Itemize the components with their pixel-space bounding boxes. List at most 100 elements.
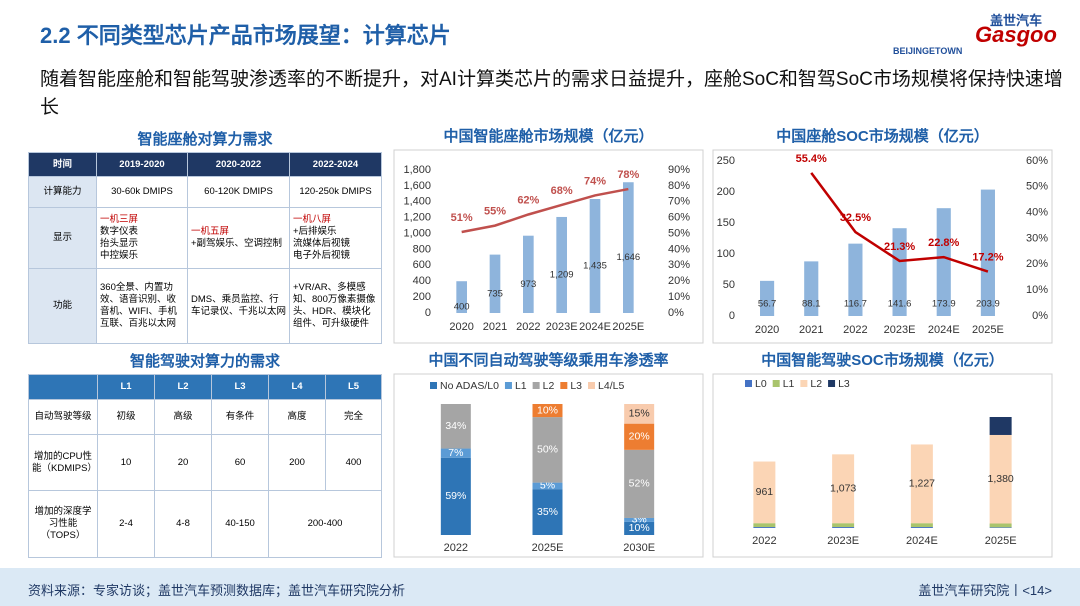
bar	[892, 228, 907, 316]
header-cell: 时间	[28, 152, 97, 177]
y2-tick-label: 0%	[1032, 310, 1048, 322]
segment-label: 35%	[537, 506, 558, 518]
y2-tick-label: 30%	[1026, 232, 1048, 244]
segment-label: 1,227	[909, 478, 935, 490]
bar-segment	[624, 404, 655, 424]
header-cell: 2019-2020	[96, 152, 188, 177]
line-label: 74%	[584, 175, 606, 187]
cell: 200-400	[268, 490, 382, 558]
table: 时间 2019-2020 2020-2022 2022-2024 计算能力 30-60k …	[28, 152, 382, 344]
bar-segment	[989, 527, 1012, 528]
cell: 计算能力	[28, 176, 97, 208]
bar-segment	[753, 527, 776, 528]
bar-segment	[753, 523, 776, 528]
legend-label: No ADAS/L0	[440, 380, 499, 392]
bar-label: 173.9	[932, 299, 956, 310]
row: 计算能力 30-60k DMIPS 60-120K DMIPS 120-250k DM…	[28, 176, 382, 208]
table: L1 L2 L3 L4 L5 自动驾驶等级 初级 高级 有条件 高度 完全 增加的CPU性能（KDMI…	[28, 374, 382, 558]
source: 资料来源：专家访谈；盖世汽车预测数据库；盖世汽车研究院分析	[28, 583, 406, 598]
y-tick-label: 250	[717, 155, 735, 167]
title: 2.2 不同类型芯片产品市场展望：计算芯片	[40, 23, 451, 48]
cell: 自动驾驶等级	[28, 399, 98, 435]
bar	[589, 198, 601, 313]
y2-tick-label: 70%	[668, 196, 690, 208]
y2-tick-label: 40%	[668, 243, 690, 255]
cell: 40-150	[211, 490, 269, 558]
cell-line: 一机五屏	[191, 226, 230, 237]
cell: 高度	[268, 399, 326, 435]
bar-segment	[989, 434, 1012, 524]
legend-swatch	[504, 382, 512, 389]
bar-label: 1,209	[550, 269, 574, 280]
row: 显示 一机三屏 数字仪表 抬头显示 中控娱乐 一机五屏 +副驾娱乐、空调控制 一机八屏 +后排娱…	[28, 207, 382, 269]
x-tick-label: 2024E	[579, 321, 611, 333]
y-tick-label: 50	[723, 279, 735, 291]
cell: DMS、乘员监控、行车记录仪、千兆以太网	[187, 268, 290, 344]
line-label: 21.3%	[884, 241, 915, 253]
chart-frame	[712, 149, 1053, 344]
legend-label: L2	[543, 380, 555, 392]
y-tick-label: 1,800	[403, 164, 431, 176]
bar	[489, 254, 501, 313]
chart-title: 中国座舱SOC市场规模（亿元）	[776, 127, 989, 145]
logo-text: 盖世汽车	[990, 13, 1043, 28]
logo-text: Gasgoo	[975, 22, 1057, 47]
cell: 120-250k DMIPS	[289, 176, 382, 208]
cell: 一机三屏 数字仪表 抬头显示 中控娱乐	[96, 207, 188, 269]
line-label: 55%	[484, 206, 506, 218]
segment-label: 50%	[537, 444, 558, 456]
y2-tick-label: 10%	[1026, 284, 1048, 296]
x-tick-label: 2020	[449, 321, 473, 333]
header-cell: L3	[211, 374, 269, 400]
x-tick-label: 2022	[752, 535, 776, 547]
bar-segment	[440, 457, 471, 535]
bar-label: 735	[487, 288, 503, 299]
legend-label: L3	[838, 378, 850, 390]
bar-label: 141.6	[888, 299, 912, 310]
legend-swatch	[772, 380, 780, 387]
header-cell: L2	[154, 374, 212, 400]
bar-label: 1,435	[583, 261, 607, 272]
legend-label: L1	[515, 380, 527, 392]
bar-segment	[624, 517, 655, 522]
bar-segment	[532, 417, 563, 483]
bar	[980, 189, 995, 316]
segment-label: 7%	[448, 447, 463, 459]
header-cell: L5	[325, 374, 382, 400]
y2-tick-label: 80%	[668, 180, 690, 192]
line-label: 78%	[617, 169, 639, 181]
legend-label: L2	[810, 378, 822, 390]
cell-line: 一机八屏	[293, 214, 332, 225]
y2-tick-label: 40%	[1026, 207, 1048, 219]
bar	[456, 281, 467, 313]
y-tick-label: 0	[729, 310, 735, 322]
table-title: 智能座舱对算力需求	[137, 131, 273, 148]
bar-label: 56.7	[758, 299, 777, 310]
footer-band	[0, 568, 1080, 606]
legend-swatch	[828, 380, 836, 387]
y2-tick-label: 50%	[668, 227, 690, 239]
y2-tick-label: 10%	[668, 291, 690, 303]
bar	[760, 280, 775, 316]
bar-segment	[624, 521, 655, 535]
cell-line: 一机三屏	[100, 214, 139, 225]
cell-line: +后排娱乐	[293, 226, 337, 237]
bar-segment	[989, 523, 1012, 528]
header-cell: L4	[268, 374, 326, 400]
bar-segment	[440, 448, 471, 458]
bar-segment	[832, 527, 855, 528]
y-tick-label: 150	[717, 217, 735, 229]
x-tick-label: 2022	[516, 321, 540, 333]
bar-label: 88.1	[802, 299, 821, 310]
chart-title: 中国智能驾驶SOC市场规模（亿元）	[761, 351, 1004, 369]
legend-label: L0	[755, 378, 767, 390]
x-tick-label: 2025E	[985, 535, 1017, 547]
header-cell: 2020-2022	[187, 152, 290, 177]
x-tick-label: 2022	[843, 324, 867, 336]
cell: 4-8	[154, 490, 212, 558]
line	[461, 187, 629, 234]
cell-line: 中控娱乐	[100, 250, 139, 261]
bar-segment	[532, 482, 563, 490]
segment-label: 10%	[537, 404, 558, 416]
